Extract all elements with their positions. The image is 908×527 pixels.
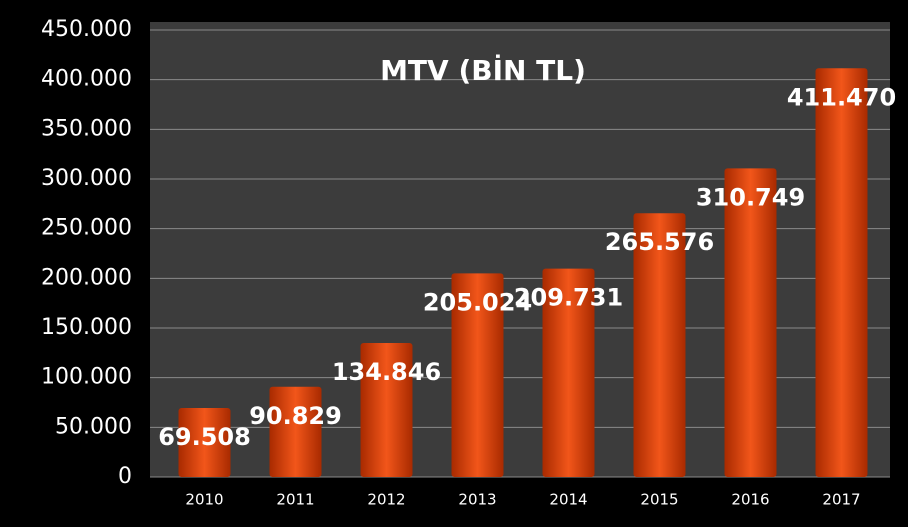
y-tick-label: 200.000 <box>41 265 132 290</box>
y-tick-label: 300.000 <box>41 166 132 191</box>
bar <box>178 407 231 477</box>
bar <box>451 273 504 477</box>
data-label: 209.731 <box>514 284 623 312</box>
y-tick-label: 400.000 <box>41 67 132 92</box>
plot: 0 50.000 100.000 150.000 200.000 250.000 300.0… <box>41 17 896 509</box>
x-tick-label: 2011 <box>276 491 314 509</box>
y-tick-label: 0 <box>118 464 132 489</box>
data-label: 69.508 <box>158 423 251 451</box>
y-tick-label: 250.000 <box>41 216 132 241</box>
bar <box>542 268 595 477</box>
y-tick-label: 150.000 <box>41 315 132 340</box>
data-label: 205.024 <box>423 288 532 316</box>
bar <box>724 168 777 477</box>
x-tick-label: 2015 <box>640 491 678 509</box>
x-tick-label: 2012 <box>367 491 405 509</box>
y-tick-label: 50.000 <box>55 414 132 439</box>
data-label: 265.576 <box>605 228 714 256</box>
bar <box>815 68 868 477</box>
data-label: 134.846 <box>332 358 441 386</box>
data-label: 90.829 <box>249 402 342 430</box>
x-tick-label: 2016 <box>731 491 769 509</box>
x-tick-label: 2010 <box>185 491 223 509</box>
y-tick-label: 100.000 <box>41 365 132 390</box>
bar <box>633 213 686 477</box>
bar <box>269 386 322 477</box>
x-tick-label: 2013 <box>458 491 496 509</box>
y-tick-label: 450.000 <box>41 17 132 42</box>
chart-title: MTV (BİN TL) <box>380 53 586 87</box>
x-tick-label: 2017 <box>822 491 860 509</box>
data-label: 310.749 <box>696 183 805 211</box>
y-tick-label: 350.000 <box>41 116 132 141</box>
bar <box>360 343 413 477</box>
data-label: 411.470 <box>787 83 896 111</box>
x-tick-label: 2014 <box>549 491 587 509</box>
